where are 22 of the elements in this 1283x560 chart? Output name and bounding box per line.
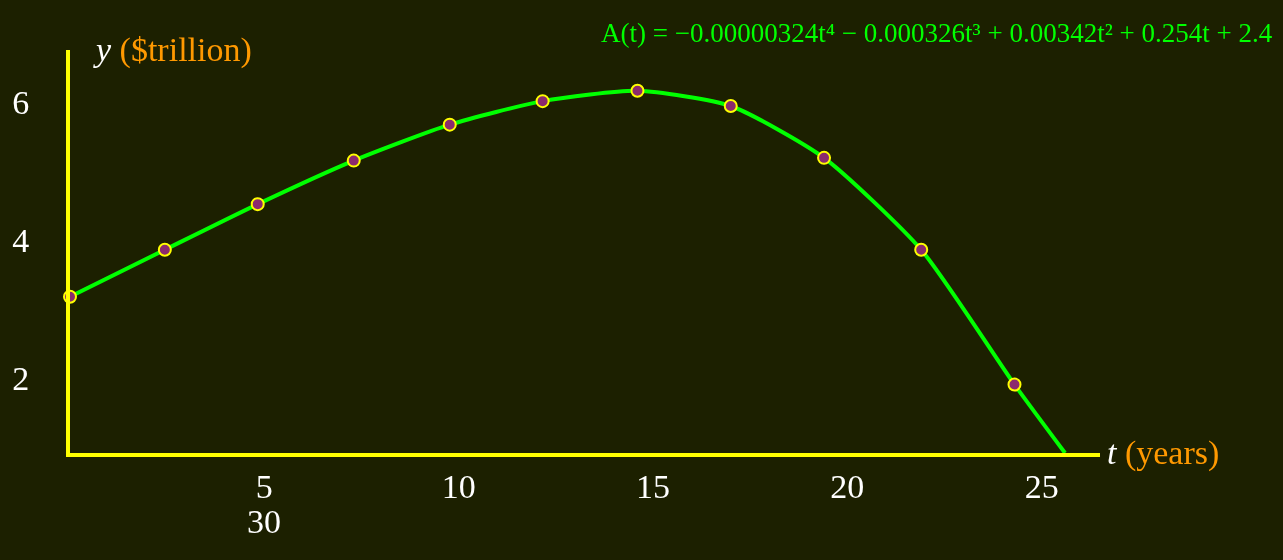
x-tick-label: 20 xyxy=(830,467,865,505)
point xyxy=(914,242,929,257)
point xyxy=(157,242,172,257)
text: 30 xyxy=(247,503,281,540)
y-tick-label: 4 xyxy=(12,221,30,259)
point xyxy=(535,94,550,109)
point xyxy=(250,197,265,212)
point xyxy=(630,83,645,98)
x-tick-label: 10 xyxy=(441,467,476,505)
y-tick-label: 2 xyxy=(12,360,30,398)
x-axis-title: t (years) xyxy=(1107,434,1220,472)
point xyxy=(346,153,361,168)
point xyxy=(817,150,832,165)
chart-title: A(t) = −0.00000324t⁴ − 0.000326t³ + 0.00342t² + 0.254t + 2.4 xyxy=(601,18,1273,48)
x-tick-label: 15 xyxy=(636,467,671,505)
point xyxy=(723,98,738,113)
y-tick-label: 6 xyxy=(12,83,30,121)
x-tick-label: 5 xyxy=(255,467,273,505)
point xyxy=(442,117,457,132)
y-axis-title: y ($trillion) xyxy=(93,31,252,69)
point xyxy=(1007,377,1022,392)
x-tick-label: 25 xyxy=(1024,467,1059,505)
